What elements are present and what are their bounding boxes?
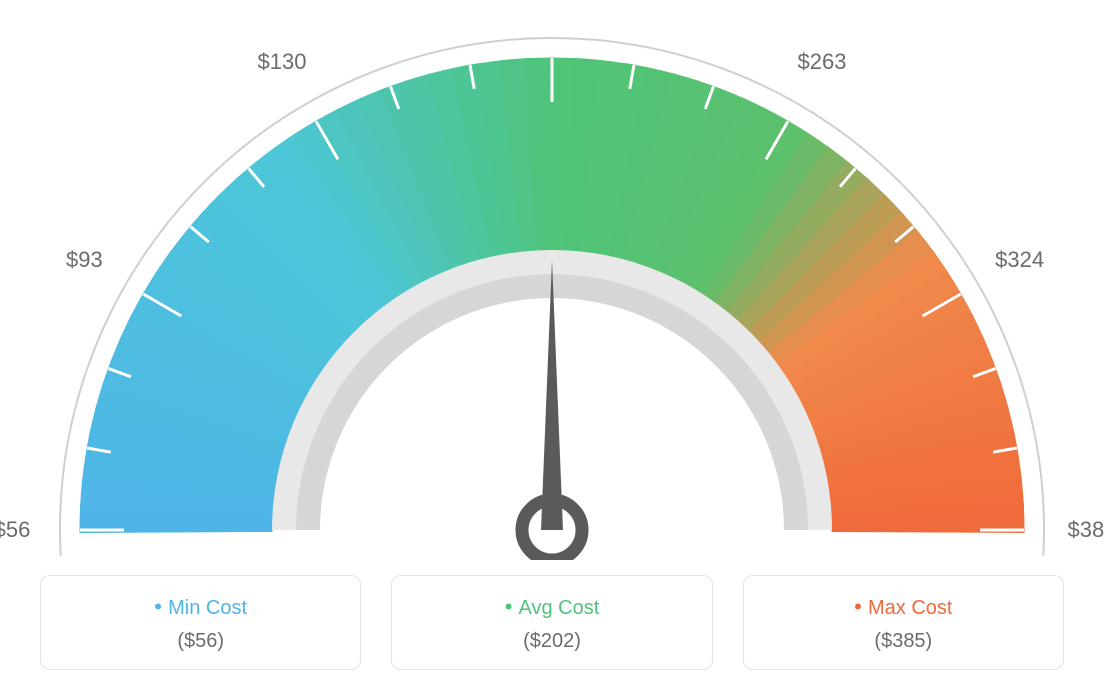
legend-card-max: Max Cost ($385) bbox=[743, 575, 1064, 670]
gauge-tick-label: $385 bbox=[1068, 517, 1104, 543]
gauge-needle bbox=[541, 260, 563, 530]
legend-row: Min Cost ($56) Avg Cost ($202) Max Cost … bbox=[0, 575, 1104, 670]
legend-card-avg: Avg Cost ($202) bbox=[391, 575, 712, 670]
gauge-tick-label: $324 bbox=[995, 247, 1044, 273]
legend-max-value: ($385) bbox=[754, 630, 1053, 653]
gauge-tick-label: $263 bbox=[798, 49, 847, 75]
legend-min-label: Min Cost bbox=[51, 594, 350, 620]
gauge-tick-label: $56 bbox=[0, 517, 30, 543]
cost-gauge-chart: $56 $93 $130 $202 $263 $324 $385 bbox=[0, 0, 1104, 560]
legend-avg-value: ($202) bbox=[402, 630, 701, 653]
legend-avg-label: Avg Cost bbox=[402, 594, 701, 620]
gauge-tick-label: $93 bbox=[66, 247, 103, 273]
gauge-svg bbox=[0, 0, 1104, 560]
legend-card-min: Min Cost ($56) bbox=[40, 575, 361, 670]
legend-max-label: Max Cost bbox=[754, 594, 1053, 620]
gauge-tick-label: $202 bbox=[528, 0, 577, 3]
gauge-tick-label: $130 bbox=[258, 49, 307, 75]
legend-min-value: ($56) bbox=[51, 630, 350, 653]
